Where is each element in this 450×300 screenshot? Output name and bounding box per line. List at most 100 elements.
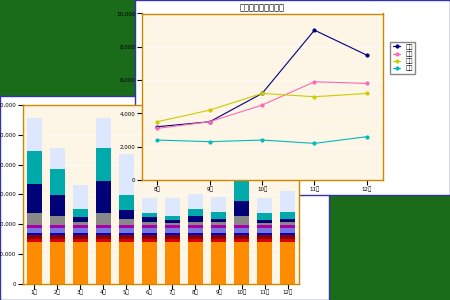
電気 xyxy=(364,53,369,57)
Bar xyxy=(257,235,272,239)
Bar xyxy=(50,239,65,242)
Bar xyxy=(234,228,249,233)
Line: 水道: 水道 xyxy=(156,92,368,123)
Legend: 食費, 住宅, 光熱費, 趣味, 交際, 通信, 被服, 娯楽, 消耗, 衣支_費: 食費, 住宅, 光熱費, 趣味, 交際, 通信, 被服, 娯楽, 消耗, 衣支_… xyxy=(275,107,297,168)
ガス xyxy=(155,127,160,130)
Bar xyxy=(165,224,180,225)
Bar xyxy=(119,225,134,228)
Bar xyxy=(234,121,249,175)
Bar xyxy=(96,239,111,242)
Bar xyxy=(211,219,226,222)
Bar xyxy=(280,222,295,225)
Bar xyxy=(280,212,295,219)
水道 xyxy=(312,95,317,98)
Bar xyxy=(50,242,65,284)
Bar xyxy=(257,242,272,284)
Bar xyxy=(188,225,203,228)
水道 xyxy=(364,92,369,95)
Bar xyxy=(72,239,88,242)
Bar xyxy=(27,118,41,151)
ガス xyxy=(260,103,265,107)
Bar xyxy=(50,225,65,228)
Bar xyxy=(72,233,88,235)
Title: 年間収支グラフ: 年間収支グラフ xyxy=(144,95,178,104)
Bar xyxy=(234,233,249,235)
Bar xyxy=(27,213,41,225)
Bar xyxy=(142,218,157,222)
Bar xyxy=(165,216,180,220)
Bar xyxy=(119,235,134,239)
Bar xyxy=(72,228,88,233)
Bar xyxy=(50,228,65,233)
ガス xyxy=(312,80,317,84)
Bar xyxy=(257,228,272,233)
Bar xyxy=(165,220,180,224)
Bar xyxy=(72,208,88,217)
Bar xyxy=(119,195,134,210)
Bar xyxy=(188,235,203,239)
Bar xyxy=(188,233,203,235)
Bar xyxy=(96,228,111,233)
電気 xyxy=(207,120,212,124)
Line: ガス: ガス xyxy=(156,80,368,130)
Bar xyxy=(142,239,157,242)
Bar xyxy=(188,222,203,225)
Bar xyxy=(234,242,249,284)
Line: 電気: 電気 xyxy=(156,29,368,128)
Bar xyxy=(257,213,272,220)
Bar xyxy=(188,209,203,216)
Bar xyxy=(211,222,226,225)
Bar xyxy=(119,242,134,284)
Bar xyxy=(96,213,111,225)
Bar xyxy=(234,201,249,216)
Bar xyxy=(119,219,134,225)
Bar xyxy=(72,218,88,222)
Bar xyxy=(142,222,157,225)
Bar xyxy=(211,197,226,212)
Bar xyxy=(211,235,226,239)
Bar xyxy=(50,233,65,235)
Bar xyxy=(165,225,180,228)
Bar xyxy=(27,239,41,242)
電気 xyxy=(260,92,265,95)
Legend: 電気, ガス, 水道, 電話: 電気, ガス, 水道, 電話 xyxy=(391,42,415,74)
電気 xyxy=(155,125,160,128)
電話 xyxy=(155,138,160,142)
Bar xyxy=(280,219,295,222)
Bar xyxy=(119,154,134,195)
Bar xyxy=(142,242,157,284)
Bar xyxy=(280,242,295,284)
Bar xyxy=(142,233,157,235)
Bar xyxy=(165,228,180,233)
Bar xyxy=(280,228,295,233)
電話 xyxy=(260,138,265,142)
Bar xyxy=(27,228,41,233)
Bar xyxy=(188,239,203,242)
Bar xyxy=(96,235,111,239)
Bar xyxy=(27,242,41,284)
Bar xyxy=(188,228,203,233)
Bar xyxy=(165,242,180,284)
電話 xyxy=(207,140,212,143)
Bar xyxy=(257,233,272,235)
Bar xyxy=(257,224,272,225)
Bar xyxy=(234,239,249,242)
Bar xyxy=(50,195,65,216)
電話 xyxy=(312,142,317,145)
Bar xyxy=(72,222,88,225)
ガス xyxy=(207,120,212,124)
Bar xyxy=(50,148,65,169)
Bar xyxy=(27,235,41,239)
Bar xyxy=(280,233,295,235)
Bar xyxy=(142,235,157,239)
Bar xyxy=(96,148,111,181)
Bar xyxy=(96,225,111,228)
Bar xyxy=(119,210,134,219)
Bar xyxy=(280,239,295,242)
Bar xyxy=(280,235,295,239)
Bar xyxy=(119,233,134,235)
Bar xyxy=(142,228,157,233)
Bar xyxy=(142,225,157,228)
Bar xyxy=(188,216,203,222)
Bar xyxy=(234,235,249,239)
